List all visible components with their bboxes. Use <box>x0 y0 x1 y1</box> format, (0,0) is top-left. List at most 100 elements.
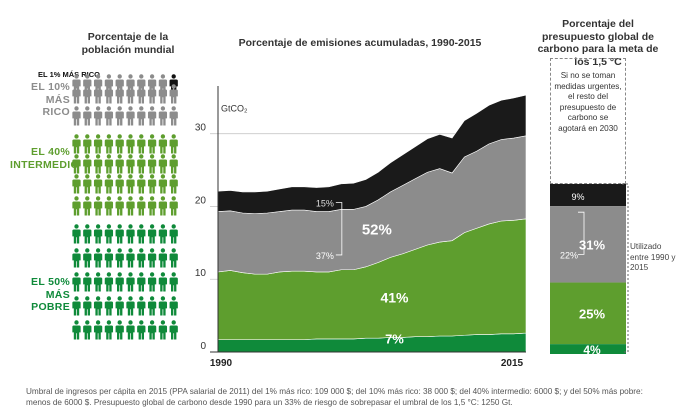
middle-40-label: EL 40% INTERMEDIO <box>10 146 79 171</box>
person-icon <box>115 320 124 340</box>
person-icon <box>83 224 92 244</box>
person-icon <box>147 224 157 244</box>
person-icon <box>83 196 92 216</box>
person-icon <box>147 174 157 194</box>
emissions-title: Porcentaje de emisiones acumuladas, 1990… <box>238 37 482 49</box>
person-icon <box>169 84 178 104</box>
person-icon <box>147 106 157 126</box>
person-icon <box>137 296 146 316</box>
budget-segment-label: 31% <box>579 237 605 252</box>
person-icon <box>104 106 114 126</box>
person-icon <box>126 272 135 292</box>
person-icon <box>72 196 81 216</box>
person-icon <box>158 248 168 268</box>
y-tick-label: 10 <box>195 268 207 279</box>
person-icon <box>93 154 103 174</box>
used-bracket <box>622 183 629 353</box>
person-icon <box>83 248 92 268</box>
person-icon <box>115 106 124 126</box>
person-icon <box>169 174 178 194</box>
person-icon <box>104 248 114 268</box>
budget-bar: 9% 31%22% 25% 4% <box>550 184 626 354</box>
person-icon <box>158 224 168 244</box>
person-icon <box>72 320 81 340</box>
person-icon <box>115 134 124 154</box>
person-icon <box>104 320 114 340</box>
person-icon <box>126 154 135 174</box>
person-icon <box>158 320 168 340</box>
person-icon <box>93 248 103 268</box>
person-icon <box>83 296 92 316</box>
person-icon <box>93 84 103 104</box>
person-icon <box>93 320 103 340</box>
top-1-label: EL 1% MÁS RICO <box>38 70 100 79</box>
person-icon <box>169 248 178 268</box>
person-icon <box>137 134 146 154</box>
footnote: Umbral de ingresos per cápita en 2015 (P… <box>26 387 643 407</box>
person-icon <box>169 134 178 154</box>
budget-segment <box>550 282 626 345</box>
person-icon <box>115 174 124 194</box>
person-icon <box>83 84 92 104</box>
budget-segment-label: 9% <box>571 192 584 202</box>
person-icon <box>169 320 178 340</box>
person-icon <box>115 196 124 216</box>
person-icon <box>137 174 146 194</box>
share-label-top10: 37% <box>316 251 334 261</box>
person-icon <box>83 174 92 194</box>
person-icon <box>169 224 178 244</box>
bottom-50-label: EL 50% MÁS POBRE <box>31 276 70 313</box>
remaining-budget-box: Si no se toman medidas urgentes, el rest… <box>550 58 626 184</box>
person-icon <box>126 248 135 268</box>
budget-segment <box>550 344 626 354</box>
y-axis-label: GtCO₂ <box>221 104 248 114</box>
person-icon <box>137 154 146 174</box>
person-icon <box>126 84 135 104</box>
person-icon <box>115 84 124 104</box>
person-icon <box>147 248 157 268</box>
person-icon <box>137 84 146 104</box>
person-icon <box>83 320 92 340</box>
person-icon <box>158 296 168 316</box>
person-icon <box>158 272 168 292</box>
person-icon <box>169 296 178 316</box>
person-icon <box>104 272 114 292</box>
person-icon <box>93 134 103 154</box>
person-icon <box>115 296 124 316</box>
person-icon <box>72 134 81 154</box>
share-label-top1: 15% <box>316 199 334 209</box>
share-label-top10-total: 52% <box>362 222 392 239</box>
person-icon <box>147 272 157 292</box>
person-icon <box>83 272 92 292</box>
person-icon <box>137 106 146 126</box>
person-icon <box>137 272 146 292</box>
person-icon <box>72 224 81 244</box>
person-icon <box>104 196 114 216</box>
person-icon <box>83 134 92 154</box>
person-icon <box>93 196 103 216</box>
person-icon <box>115 154 124 174</box>
y-tick-label: 30 <box>195 123 207 134</box>
person-icon <box>126 224 135 244</box>
person-icon <box>93 296 103 316</box>
person-icon <box>72 248 81 268</box>
person-icon <box>126 174 135 194</box>
person-icon <box>115 248 124 268</box>
person-icon <box>126 320 135 340</box>
budget-segment-label: 4% <box>583 343 601 354</box>
person-icon <box>72 84 81 104</box>
person-icon <box>147 154 157 174</box>
person-icon <box>158 134 168 154</box>
person-icon <box>169 106 178 126</box>
x-tick-label: 2015 <box>501 358 524 369</box>
person-icon <box>72 296 81 316</box>
person-icon <box>137 248 146 268</box>
person-icon <box>169 196 178 216</box>
person-icon <box>115 272 124 292</box>
x-tick-label: 1990 <box>210 358 233 369</box>
person-icon <box>158 174 168 194</box>
person-icon <box>93 106 103 126</box>
person-icon <box>104 154 114 174</box>
used-note: Utilizado entre 1990 y 2015 <box>630 242 676 272</box>
budget-segment-sublabel: 22% <box>560 250 578 260</box>
